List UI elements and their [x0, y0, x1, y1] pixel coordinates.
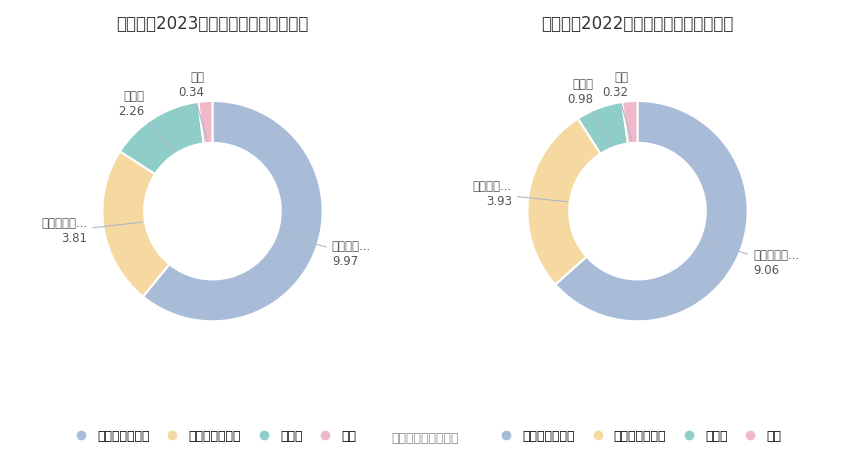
Wedge shape: [198, 101, 212, 143]
Text: 动力系统零...
3.81: 动力系统零... 3.81: [41, 217, 142, 245]
Title: 神通科戨2023年营业收入构成（亿元）: 神通科戨2023年营业收入构成（亿元）: [116, 15, 309, 33]
Wedge shape: [120, 102, 204, 174]
Text: 其他
0.34: 其他 0.34: [178, 71, 207, 140]
Text: 模具类
2.26: 模具类 2.26: [118, 90, 174, 151]
Legend: 饰件系统零部件, 动力系统零部件, 模具类, 其他: 饰件系统零部件, 动力系统零部件, 模具类, 其他: [494, 430, 781, 443]
Text: 数据来源：恒生聚源: 数据来源：恒生聚源: [391, 432, 459, 445]
Text: 饰件系统零...
9.06: 饰件系统零... 9.06: [702, 240, 799, 277]
Text: 其他
0.32: 其他 0.32: [603, 71, 632, 140]
Wedge shape: [578, 102, 628, 154]
Wedge shape: [555, 101, 748, 321]
Legend: 饰件系统零部件, 动力系统零部件, 模具类, 其他: 饰件系统零部件, 动力系统零部件, 模具类, 其他: [69, 430, 356, 443]
Title: 神通科戨2022年营业收入构成（亿元）: 神通科戨2022年营业收入构成（亿元）: [541, 15, 734, 33]
Text: 模具类
0.98: 模具类 0.98: [567, 78, 612, 145]
Wedge shape: [622, 101, 638, 144]
Text: 饰件系统...
9.97: 饰件系统... 9.97: [280, 235, 371, 268]
Text: 动力系统...
3.93: 动力系统... 3.93: [473, 180, 567, 208]
Wedge shape: [143, 101, 323, 321]
Wedge shape: [527, 118, 601, 285]
Wedge shape: [102, 151, 169, 297]
